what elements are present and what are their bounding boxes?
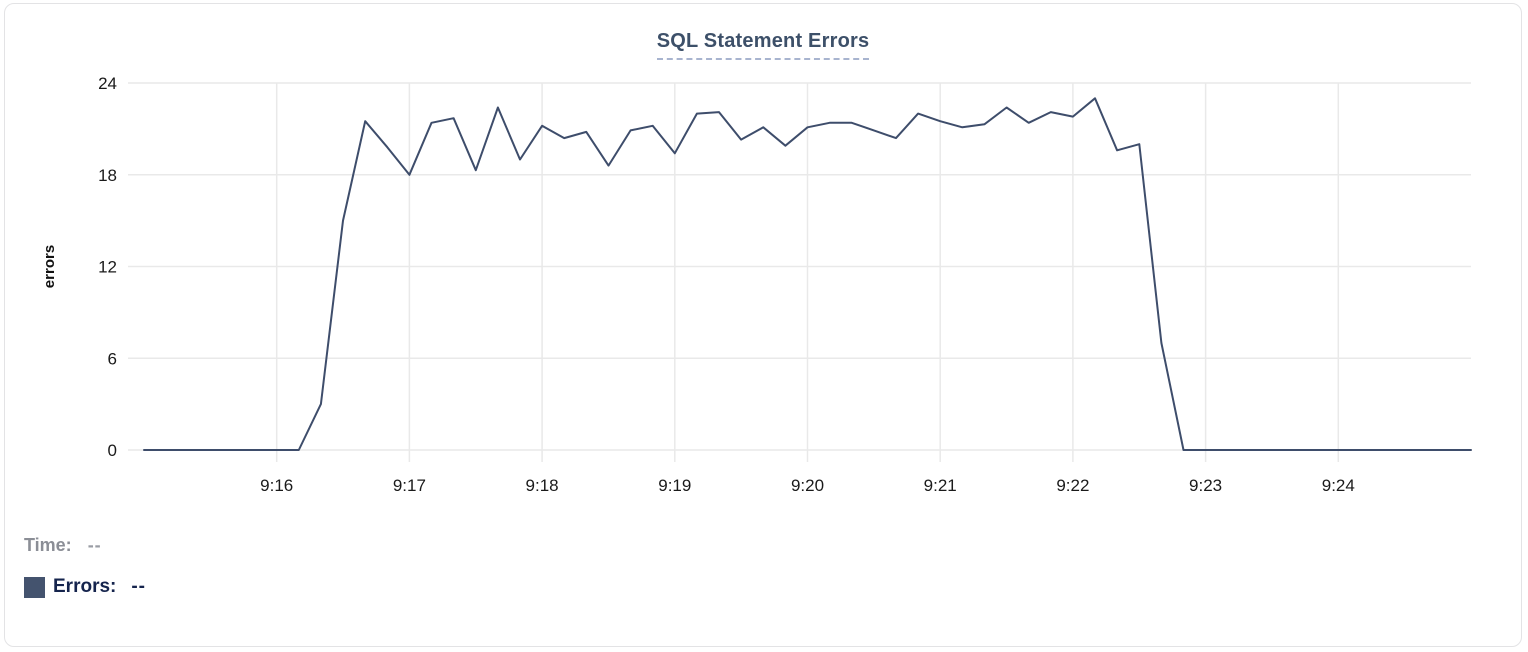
x-tick-label: 9:19 [658,476,691,495]
x-tick-label: 9:20 [791,476,824,495]
errors-line-chart[interactable]: 0 6 12 18 24 9:16 9:17 9:18 9:19 9:20 9:21 9:22 9:23… [5,4,1525,514]
time-row: Time: -- [24,535,146,556]
y-tick-label: 12 [98,258,117,277]
errors-legend-swatch [24,576,45,598]
y-tick-label: 24 [98,74,117,93]
y-tick-label: 18 [98,166,117,185]
x-tick-label: 9:22 [1056,476,1089,495]
chart-card: SQL Statement Errors 0 6 12 18 24 9:16 9:17 9:1… [4,3,1522,647]
x-tick-label: 9:17 [393,476,426,495]
errors-label: Errors: [53,576,117,597]
x-tick-label: 9:24 [1322,476,1355,495]
errors-series-line [143,97,1472,451]
errors-value: -- [131,576,147,597]
chart-title[interactable]: SQL Statement Errors [656,30,870,60]
x-tick-label: 9:18 [526,476,559,495]
time-value: -- [87,535,102,555]
y-tick-label: 0 [108,441,117,460]
chart-header: SQL Statement Errors [5,30,1521,60]
x-tick-label: 9:21 [924,476,957,495]
time-label: Time: [24,535,72,555]
x-tick-label: 9:16 [260,476,293,495]
x-tick-label: 9:23 [1189,476,1222,495]
y-axis-title: errors [41,245,58,288]
errors-row: Errors: -- [24,576,146,598]
chart-tooltip-legend: Time: -- Errors: -- [24,535,146,618]
y-tick-label: 6 [108,349,117,368]
